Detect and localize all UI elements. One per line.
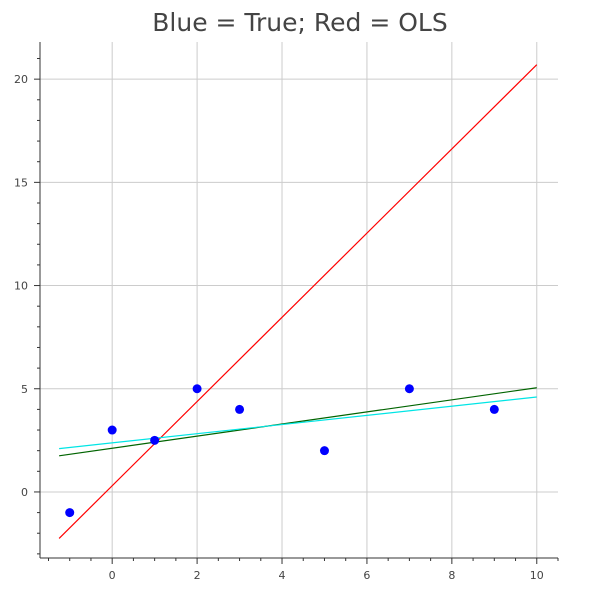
x-tick-label: 4 [279, 569, 286, 582]
data-point [319, 446, 329, 456]
data-points [65, 384, 499, 518]
series-lines [58, 64, 538, 539]
y-tick-label: 20 [14, 73, 28, 86]
data-point [150, 435, 160, 445]
series-line-1 [59, 387, 537, 457]
x-tick-label: 2 [194, 569, 201, 582]
data-point [489, 404, 499, 414]
y-tick-label: 15 [14, 176, 28, 189]
series-line-0 [58, 64, 538, 539]
series-line-2 [59, 396, 537, 450]
y-tick-label: 0 [21, 486, 28, 499]
data-point [192, 384, 202, 394]
x-tick-label: 6 [363, 569, 370, 582]
data-point [107, 425, 117, 435]
x-axis: 0 2 4 6 8 10 [47, 558, 559, 582]
grid [40, 42, 558, 558]
data-point [404, 384, 414, 394]
y-tick-label: 10 [14, 280, 28, 293]
plot-frame [39, 42, 558, 559]
x-tick-label: 0 [109, 569, 116, 582]
data-point [65, 508, 75, 518]
data-point [235, 404, 245, 414]
x-tick-label: 10 [530, 569, 544, 582]
chart-title: Blue = True; Red = OLS [152, 8, 448, 37]
y-tick-label: 5 [21, 383, 28, 396]
y-axis: 0 5 10 15 20 [14, 58, 40, 555]
x-tick-label: 8 [448, 569, 455, 582]
